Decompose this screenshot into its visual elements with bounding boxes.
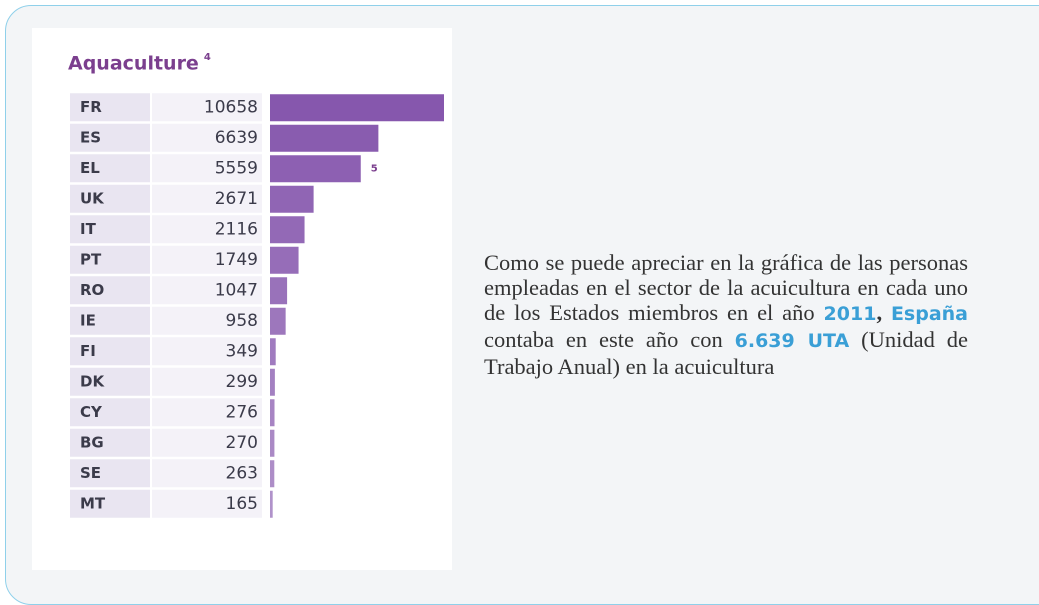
text-run: (Unidad de Trabajo Anual) en la acuicult… (484, 327, 968, 379)
category-label: BG (80, 433, 104, 451)
bar (270, 307, 286, 335)
value-label: 10658 (204, 97, 258, 117)
code-cell (70, 398, 150, 427)
chart-title: Aquaculture (68, 53, 199, 75)
bar (270, 490, 273, 518)
category-label: DK (80, 372, 105, 390)
code-cell (70, 215, 150, 244)
value-cell (152, 123, 262, 152)
code-cell (70, 306, 150, 335)
value-label: 958 (226, 311, 258, 331)
text-run: Como se puede apreciar en la gráfica de … (484, 250, 968, 325)
value-label: 299 (226, 372, 258, 392)
bar (270, 368, 275, 396)
category-label: ES (80, 128, 101, 146)
category-label: PT (80, 250, 102, 268)
value-label: 1749 (215, 250, 258, 270)
code-cell (70, 154, 150, 183)
value-cell (152, 276, 262, 305)
description: Como se puede apreciar en la gráfica de … (484, 250, 968, 379)
value-cell (152, 428, 262, 457)
highlight: 6.639 UTA (734, 330, 850, 352)
category-label: FI (80, 342, 96, 360)
bar (270, 155, 361, 183)
category-label: EL (80, 159, 100, 177)
value-cell (152, 489, 262, 518)
bar (270, 94, 444, 122)
value-cell (152, 184, 262, 213)
text-run: contaba en este año con (484, 327, 735, 352)
value-cell (152, 93, 262, 122)
category-label: FR (80, 98, 102, 116)
category-label: MT (80, 494, 106, 512)
value-label: 263 (226, 463, 258, 483)
bar (270, 185, 314, 213)
code-cell (70, 245, 150, 274)
value-cell (152, 398, 262, 427)
text-run: , (876, 300, 891, 325)
highlight: España (890, 303, 968, 325)
code-cell (70, 367, 150, 396)
value-label: 1047 (215, 280, 258, 300)
bar (270, 277, 288, 305)
value-label: 165 (226, 494, 258, 514)
value-cell (152, 215, 262, 244)
value-cell (152, 245, 262, 274)
bar (270, 246, 299, 274)
value-label: 349 (226, 341, 258, 361)
value-cell (152, 306, 262, 335)
bar (270, 124, 379, 152)
code-cell (70, 123, 150, 152)
category-label: SE (80, 464, 101, 482)
category-label: CY (80, 403, 103, 421)
category-label: RO (80, 281, 104, 299)
value-cell (152, 337, 262, 366)
bar (270, 429, 275, 457)
category-label: IT (80, 220, 97, 238)
chart: Aquaculture 4 FR 10658 ES 6639 EL 5559 UK 2671 I… (68, 52, 444, 518)
category-label: UK (80, 189, 105, 207)
code-cell (70, 276, 150, 305)
bar (270, 216, 305, 244)
value-label: 2671 (215, 189, 258, 209)
code-cell (70, 184, 150, 213)
value-label: 276 (226, 402, 258, 422)
code-cell (70, 459, 150, 488)
title-superscript: 4 (204, 52, 211, 63)
code-cell (70, 489, 150, 518)
value-label: 2116 (215, 219, 258, 239)
value-label: 6639 (215, 128, 258, 148)
code-cell (70, 428, 150, 457)
bar (270, 460, 275, 488)
value-cell (152, 459, 262, 488)
value-cell (152, 367, 262, 396)
code-cell (70, 337, 150, 366)
page: Aquaculture 4 FR 10658 ES 6639 EL 5559 UK 2671 I… (5, 5, 1039, 605)
bar (270, 338, 276, 366)
code-cell (70, 93, 150, 122)
bar (270, 399, 275, 427)
annotation: 5 (371, 163, 378, 174)
category-label: IE (80, 311, 96, 329)
value-cell (152, 154, 262, 183)
value-label: 5559 (215, 158, 258, 178)
value-label: 270 (226, 433, 258, 453)
highlight: 2011 (823, 303, 877, 325)
